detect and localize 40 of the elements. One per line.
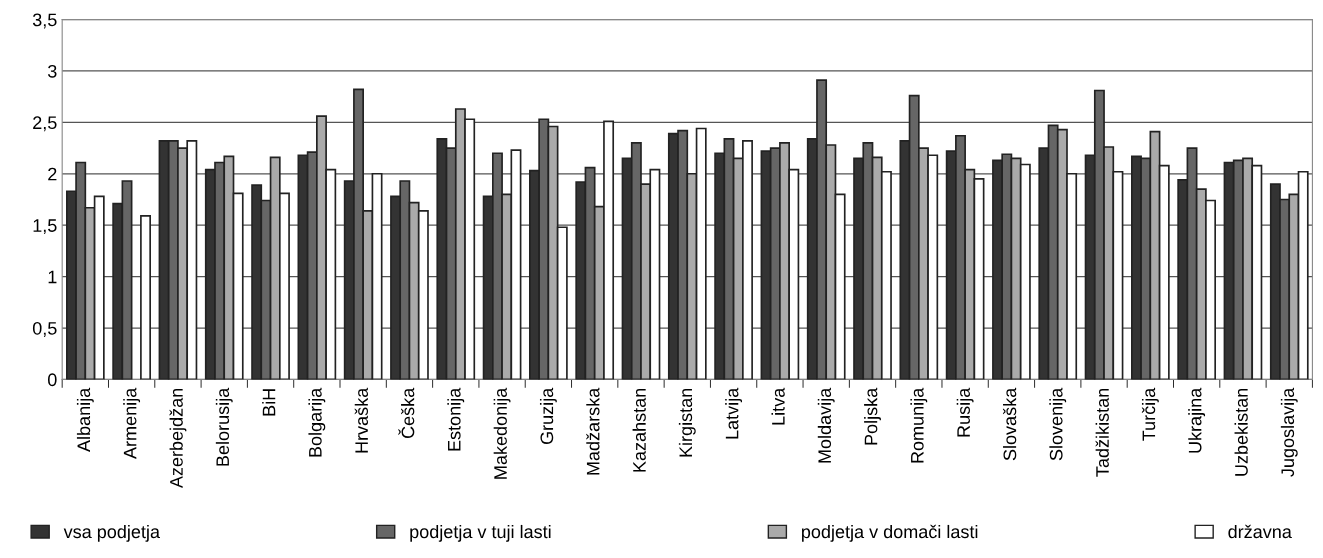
- x-tick-label: Romunija: [910, 387, 928, 463]
- x-tick-label: Bolgarija: [308, 387, 326, 457]
- x-tick-label: Estonija: [447, 387, 465, 451]
- y-tick-label: 0,5: [32, 321, 57, 337]
- x-tick-label: Makedonija: [493, 387, 511, 479]
- legend-label: podjetja v tuji lasti: [410, 524, 551, 542]
- x-tick-label: Turčija: [1141, 387, 1159, 441]
- x-tick-label: Poljska: [864, 387, 881, 445]
- x-tick-label: Armenija: [123, 387, 141, 459]
- x-tick-label: Ukrajina: [1188, 387, 1206, 453]
- x-tick-label: Kirgistan: [678, 388, 696, 457]
- x-tick-label: Kazahstan: [632, 388, 646, 472]
- y-tick-label: 2,5: [33, 116, 57, 132]
- y-tick-label: 1,5: [33, 219, 57, 235]
- x-tick-label: Azerbejdžan: [169, 388, 187, 489]
- y-tick-label: 3,5: [32, 13, 57, 29]
- x-tick-label: Latvija: [725, 387, 743, 439]
- x-tick-label: Uzbekistan: [1234, 388, 1248, 476]
- x-tick-label: Rusija: [956, 387, 974, 437]
- y-tick-label: 3: [47, 64, 57, 78]
- x-tick-label: Madžarska: [586, 387, 600, 475]
- x-tick-label: Slovaška: [1002, 387, 1017, 461]
- x-tick-label: Jugoslavija: [1280, 387, 1298, 477]
- x-tick-label: Češka: [398, 387, 415, 439]
- x-tick-label: Albanija: [76, 387, 94, 452]
- legend-label: državna: [1228, 524, 1292, 539]
- x-tick-label: Slovenija: [1049, 387, 1067, 461]
- x-tick-label: Tadžikistan: [1095, 388, 1109, 477]
- x-tick-label: Gruzija: [539, 387, 557, 445]
- x-tick-label: Litva: [771, 387, 785, 425]
- x-tick-label: Hrvaška: [354, 387, 369, 453]
- y-tick-label: 2: [48, 167, 57, 181]
- y-tick-label: 1: [48, 270, 57, 284]
- bar: [140, 215, 151, 380]
- y-tick-label: 0: [47, 373, 57, 387]
- legend-label: podjetja v domači lasti: [802, 524, 978, 542]
- x-tick-label: BiH: [262, 389, 276, 416]
- x-tick-label: Moldavija: [817, 387, 835, 463]
- x-tick-label: Belorusija: [215, 387, 233, 466]
- legend-label: vsa podjetja: [63, 524, 160, 542]
